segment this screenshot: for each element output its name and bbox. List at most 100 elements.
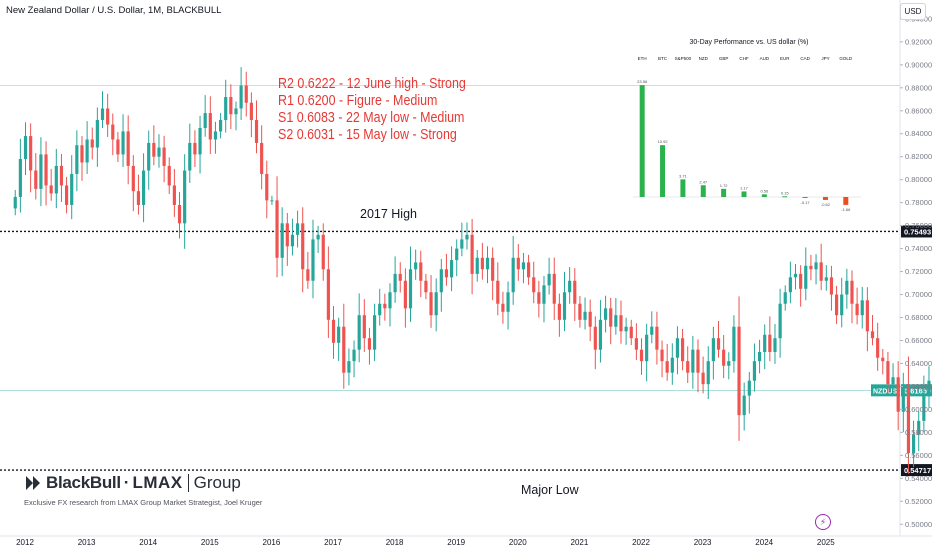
candle-body	[757, 351, 762, 362]
performance-bar	[660, 145, 666, 197]
time-tick-label: 2024	[755, 538, 773, 547]
candle-body	[609, 308, 613, 327]
performance-data-label: 10.92	[658, 139, 669, 144]
candle-body	[891, 377, 895, 385]
candle-body	[121, 131, 125, 155]
candle-body	[870, 331, 875, 339]
price-tick-label: 0.50000	[905, 520, 932, 529]
time-tick-label: 2013	[78, 538, 96, 547]
time-tick-label: 2023	[694, 538, 712, 547]
candle-body	[911, 434, 916, 454]
candle-body	[804, 265, 808, 289]
candle-body	[152, 142, 156, 157]
performance-inset: 30-Day Performance vs. US dollar (%) ETH 2…	[633, 39, 861, 212]
candle-body	[573, 280, 577, 304]
candle-body	[100, 108, 105, 120]
candle-body	[295, 223, 300, 235]
candle-body	[157, 147, 161, 157]
performance-category-label: EUR	[780, 56, 790, 61]
candle-body	[470, 234, 474, 274]
candle-body	[793, 273, 798, 278]
candle-body	[378, 303, 382, 316]
candle-body	[316, 234, 320, 240]
candle-body	[111, 124, 115, 140]
performance-category-label: JPY	[821, 56, 829, 61]
candle-body	[680, 338, 685, 362]
candle-body	[444, 269, 449, 278]
candle-body	[778, 303, 782, 339]
candle-body	[917, 420, 921, 435]
annotation-2017-high: 2017 High	[360, 207, 417, 221]
candle-body	[367, 338, 372, 350]
candle-body	[23, 136, 28, 160]
candle-body	[270, 200, 274, 202]
candle-body	[768, 334, 772, 352]
performance-category-label: AUD	[760, 56, 770, 61]
brand-partner: LMAX	[132, 473, 183, 492]
candle-body	[491, 257, 495, 281]
candle-body	[54, 165, 58, 194]
candle-body	[275, 200, 279, 258]
candle-body	[881, 357, 885, 362]
candle-body	[414, 262, 418, 270]
candle-body	[229, 96, 233, 115]
candle-body	[198, 128, 202, 155]
brand-tagline: Exclusive FX research from LMAX Group Ma…	[24, 498, 263, 507]
candle-body	[660, 349, 664, 362]
candle-body	[752, 361, 757, 381]
candle-body	[85, 139, 89, 163]
last-price-label: 0.61659	[904, 386, 931, 395]
price-tick-label: 0.80000	[905, 175, 932, 184]
price-tick-label: 0.88000	[905, 83, 932, 92]
level-label: 0.54717	[904, 466, 931, 475]
time-axis[interactable]: 2012 2013 2014 2015 2016 2017 2018 2019 2020 2021…	[16, 538, 835, 547]
candle-body	[172, 185, 176, 205]
price-tick-label: 0.84000	[905, 129, 932, 138]
price-tick-label: 0.90000	[905, 60, 932, 69]
lightning-icon[interactable]: ⚡	[815, 514, 831, 530]
level-s1: S1 0.6083 - 22 May low - Medium	[278, 110, 465, 126]
candle-body	[598, 319, 603, 350]
candle-body	[886, 361, 890, 385]
candle-body	[393, 273, 397, 293]
candle-body	[49, 185, 53, 194]
candle-body	[516, 257, 520, 270]
price-axis[interactable]: 0.50000 0.52000 0.54000 0.56000 0.58000 0.600…	[900, 14, 932, 529]
candle-body	[799, 273, 803, 289]
candle-body	[732, 326, 736, 362]
candle-body	[254, 119, 259, 143]
candle-body	[511, 257, 515, 293]
performance-category-label: NZD	[699, 56, 709, 61]
candle-body	[213, 131, 218, 140]
candle-body	[716, 338, 721, 350]
time-tick-label: 2017	[324, 538, 342, 547]
candle-body	[465, 234, 469, 240]
level-r1: R1 0.6200 - Figure - Medium	[278, 93, 438, 109]
performance-category-label: S&P500	[675, 56, 692, 61]
time-tick-label: 2025	[817, 538, 835, 547]
candle-body	[331, 319, 336, 343]
candle-body	[773, 338, 777, 352]
candle-body	[783, 292, 787, 304]
candle-body	[167, 165, 171, 186]
candle-body	[265, 173, 269, 201]
candle-body	[141, 170, 146, 205]
performance-bar	[802, 197, 808, 198]
candle-body	[876, 338, 880, 358]
blackbull-logo-icon	[26, 476, 40, 490]
candle-body	[557, 303, 561, 320]
candle-body	[829, 277, 834, 295]
candle-body	[460, 239, 464, 249]
candle-body	[13, 196, 17, 209]
candle-body	[686, 361, 690, 373]
candle-body	[285, 223, 289, 247]
candle-body	[301, 223, 305, 270]
currency-button[interactable]: USD	[900, 3, 926, 20]
candle-body	[372, 315, 377, 350]
candle-body	[737, 326, 741, 416]
candle-body	[434, 292, 438, 316]
candle-body	[321, 234, 325, 270]
candle-body	[552, 273, 556, 304]
